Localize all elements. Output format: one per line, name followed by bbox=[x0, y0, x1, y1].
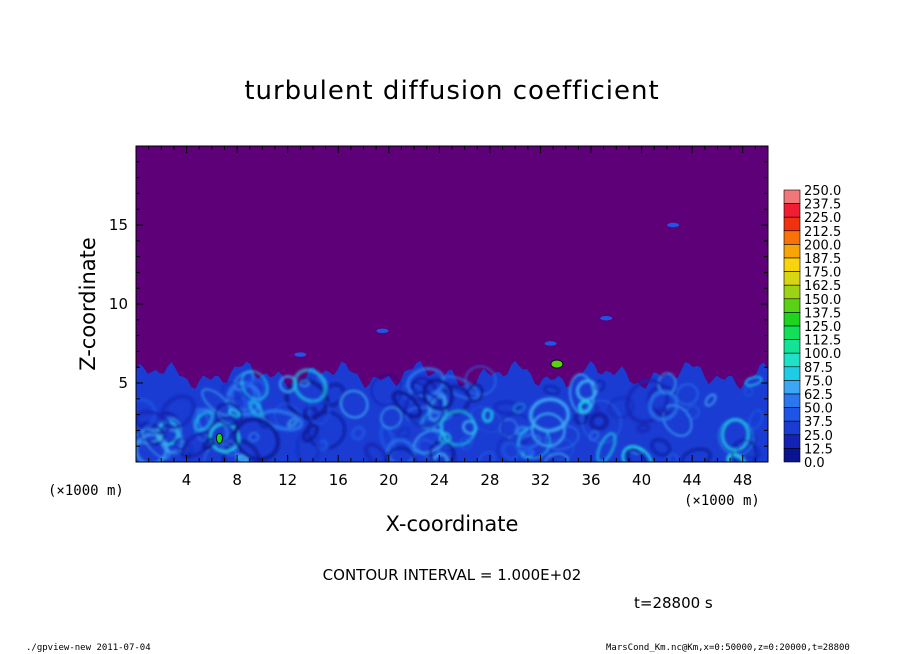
chart-title: turbulent diffusion coefficient bbox=[244, 76, 660, 106]
colorbar-label: 200.0 bbox=[804, 238, 841, 253]
puff bbox=[294, 352, 307, 357]
contour-interval-label: CONTOUR INTERVAL = 1.000E+02 bbox=[322, 566, 582, 584]
x-tick-label: 44 bbox=[683, 471, 702, 489]
colorbar-box bbox=[783, 284, 801, 300]
colorbar-box bbox=[783, 393, 801, 408]
x-tick-label: 40 bbox=[632, 471, 651, 489]
colorbar-box bbox=[783, 380, 801, 395]
colorbar-label: 100.0 bbox=[804, 347, 841, 362]
colorbar-label: 162.5 bbox=[804, 279, 841, 294]
colorbar-label: 225.0 bbox=[804, 211, 841, 226]
turbulent-eddies bbox=[136, 365, 764, 462]
y-tick-label: 10 bbox=[109, 295, 128, 313]
colorbar-box bbox=[783, 420, 801, 436]
x-tick-label: 4 bbox=[182, 471, 192, 489]
x-tick-label: 28 bbox=[480, 471, 499, 489]
colorbar-box bbox=[783, 352, 801, 368]
plot-area bbox=[136, 146, 768, 462]
colorbar-box bbox=[783, 339, 801, 354]
y-tick-label: 15 bbox=[109, 216, 128, 234]
x-tick-label: 8 bbox=[232, 471, 242, 489]
x-tick-label: 12 bbox=[278, 471, 297, 489]
colorbar-label: 175.0 bbox=[804, 266, 841, 281]
colorbar-box bbox=[783, 244, 801, 259]
colorbar-label: 250.0 bbox=[804, 184, 841, 199]
x-tick-label: 20 bbox=[379, 471, 398, 489]
colorbar-box bbox=[783, 189, 801, 204]
colorbar-label: 137.5 bbox=[804, 306, 841, 321]
puff bbox=[600, 316, 613, 321]
colorbar-label: 150.0 bbox=[804, 293, 841, 308]
colorbar-box bbox=[783, 298, 801, 313]
x-axis-multiplier: (×1000 m) bbox=[684, 493, 760, 509]
colorbar-box bbox=[783, 325, 801, 340]
x-tick-label: 24 bbox=[430, 471, 449, 489]
colorbar-box bbox=[783, 448, 801, 463]
peak-patch-left bbox=[216, 432, 223, 444]
peak-patch bbox=[550, 359, 564, 369]
colorbar-label: 237.5 bbox=[804, 198, 841, 213]
colorbar-box bbox=[783, 366, 801, 381]
colorbar-label: 12.5 bbox=[804, 442, 833, 457]
footer-program: ./gpview-new 2011-07-04 bbox=[26, 643, 151, 653]
puff bbox=[667, 222, 680, 228]
puff bbox=[376, 328, 389, 334]
time-stamp: t=28800 s bbox=[634, 594, 713, 612]
colorbar-box bbox=[783, 257, 801, 272]
footer-source: MarsCond_Km.nc@Km,x=0:50000,z=0:20000,t=… bbox=[606, 643, 850, 653]
isolated-puffs bbox=[294, 222, 680, 357]
colorbar-box bbox=[783, 271, 801, 286]
colorbar-label: 37.5 bbox=[804, 415, 833, 430]
colorbar-label: 87.5 bbox=[804, 361, 833, 376]
colorbar-label: 62.5 bbox=[804, 388, 833, 403]
y-axis-label: Z-coordinate bbox=[76, 237, 100, 371]
y-axis-multiplier: (×1000 m) bbox=[48, 483, 124, 499]
puff bbox=[544, 341, 557, 346]
colorbar-label: 125.0 bbox=[804, 320, 841, 335]
x-tick-label: 48 bbox=[733, 471, 752, 489]
colorbar-box bbox=[783, 434, 801, 449]
colorbar-label: 50.0 bbox=[804, 402, 833, 417]
colorbar-label: 212.5 bbox=[804, 225, 841, 240]
x-tick-label: 36 bbox=[581, 471, 600, 489]
colorbar-label: 25.0 bbox=[804, 429, 833, 444]
colorbar-label: 187.5 bbox=[804, 252, 841, 267]
colorbar-box bbox=[783, 407, 801, 422]
colorbar-box bbox=[783, 230, 801, 245]
colorbar-box bbox=[783, 312, 801, 327]
x-tick-label: 32 bbox=[531, 471, 550, 489]
colorbar-label: 112.5 bbox=[804, 334, 841, 349]
x-axis-label: X-coordinate bbox=[385, 512, 519, 536]
colorbar-box bbox=[783, 203, 801, 218]
x-tick-label: 16 bbox=[329, 471, 348, 489]
colorbar-label: 75.0 bbox=[804, 374, 833, 389]
y-tick-label: 5 bbox=[118, 374, 128, 392]
colorbar-label: 0.0 bbox=[804, 456, 825, 471]
colorbar-box bbox=[783, 216, 801, 232]
